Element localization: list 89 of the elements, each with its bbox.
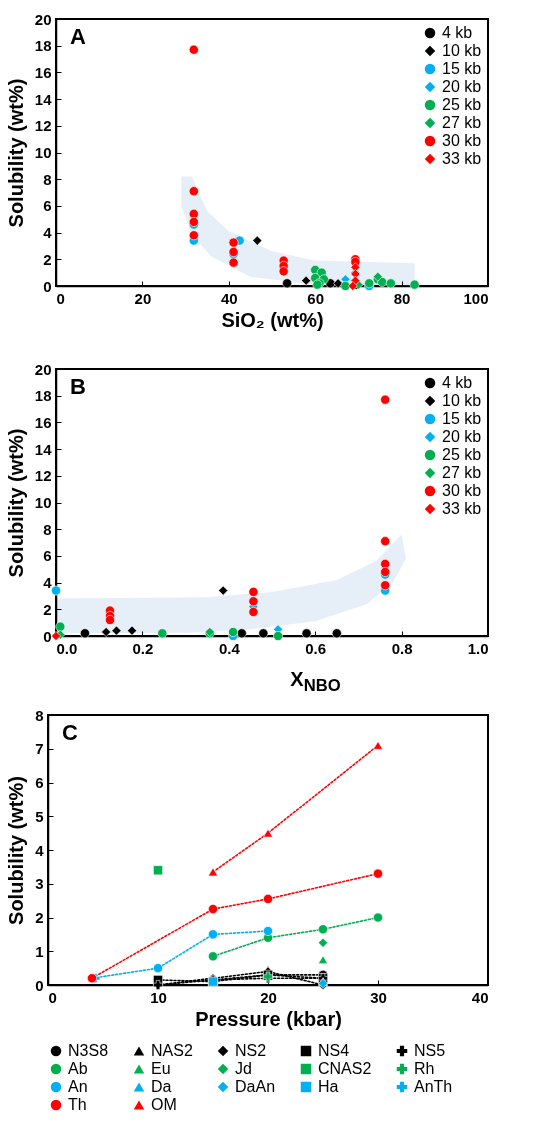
x-tick-label: 100 [463, 289, 489, 307]
legend-label: 10 kb [442, 42, 482, 59]
legend-label: 20 kb [442, 428, 482, 445]
y-tick-label: 2 [43, 250, 52, 268]
legend-label: 4 kb [442, 374, 473, 391]
legend-label: NS4 [318, 1042, 350, 1059]
legend-label: 25 kb [442, 446, 482, 463]
x-tick-label: 40 [471, 988, 489, 1006]
y-tick-label: 20 [34, 360, 52, 378]
y-tick-label: 18 [34, 37, 52, 55]
y-tick-label: 0 [43, 627, 52, 645]
x-tick-label: 80 [393, 289, 411, 307]
legend-label: Eu [151, 1060, 171, 1077]
y-tick-label: 12 [34, 467, 52, 485]
annotation: A [70, 24, 86, 49]
x-tick-label: 40 [220, 289, 238, 307]
y-tick-label: 6 [43, 547, 52, 565]
x-tick-label: 30 [370, 988, 387, 1006]
y-tick-label: 4 [43, 224, 53, 242]
y-tick-label: 0 [43, 277, 52, 295]
x-tick-label: 0.4 [218, 639, 241, 657]
y-tick-label: 12 [34, 117, 52, 135]
legend-label: Rh [414, 1060, 435, 1077]
y-tick-label: 18 [34, 387, 52, 405]
legend-label: Jd [235, 1060, 252, 1077]
legend-label: Th [68, 1096, 87, 1113]
legend-label: 15 kb [442, 60, 482, 77]
y-tick-label: 6 [43, 197, 52, 215]
y-tick-label: 5 [35, 807, 44, 825]
y-tick-label: 4 [43, 574, 53, 592]
y-axis-title: Solubility (wt%) [5, 776, 28, 925]
legend-label: 30 kb [442, 482, 482, 499]
y-tick-label: 10 [34, 144, 52, 161]
y-tick-label: 6 [35, 774, 44, 791]
annotation: C [62, 720, 78, 745]
x-tick-label: 0.2 [132, 639, 154, 657]
x-tick-label: 20 [134, 289, 152, 307]
legend-label: 33 kb [442, 500, 482, 517]
legend-label: 25 kb [442, 96, 482, 113]
legend-label: An [68, 1078, 88, 1095]
y-tick-label: 14 [34, 440, 53, 458]
legend-label: 30 kb [442, 132, 482, 149]
legend-label: NAS2 [151, 1042, 193, 1059]
y-tick-label: 4 [35, 841, 45, 859]
y-tick-label: 14 [34, 90, 53, 108]
legend-label: 33 kb [442, 150, 482, 167]
legend-label: N3S8 [68, 1042, 109, 1059]
x-tick-label: 0.0 [56, 639, 78, 657]
y-tick-label: 0 [35, 976, 44, 994]
legend-label: 27 kb [442, 464, 482, 481]
x-tick-label: 1.0 [467, 639, 489, 657]
y-tick-label: 16 [34, 413, 52, 431]
y-tick-label: 1 [35, 942, 44, 960]
annotation: B [70, 374, 86, 399]
y-tick-label: 8 [43, 170, 52, 188]
legend-label: CNAS2 [318, 1060, 372, 1077]
x-tick-label: 0 [56, 289, 65, 307]
y-tick-label: 16 [34, 63, 52, 81]
y-tick-label: 8 [43, 520, 52, 538]
x-tick-label: 60 [307, 289, 325, 307]
legend-label: 20 kb [442, 78, 482, 95]
legend-label: 4 kb [442, 24, 473, 41]
legend-label: Ha [318, 1078, 339, 1095]
x-axis-title: X$_{NBO}$ [289, 668, 342, 696]
y-tick-label: 10 [34, 494, 52, 511]
x-tick-label: 0.6 [305, 639, 327, 657]
legend-label: 15 kb [442, 410, 482, 427]
legend-label: NS2 [235, 1042, 267, 1059]
x-tick-label: 0.8 [391, 639, 413, 657]
legend-label: AnTh [414, 1078, 453, 1095]
y-axis-title: Solubility (wt%) [4, 428, 27, 578]
legend-label: Da [151, 1078, 172, 1095]
legend-label: Ab [68, 1060, 88, 1077]
y-tick-label: 8 [35, 706, 44, 724]
y-tick-label: 3 [35, 875, 44, 893]
y-tick-label: 2 [35, 909, 44, 926]
y-axis-title: Solubility (wt%) [4, 78, 27, 228]
y-tick-label: 7 [35, 740, 44, 758]
legend-label: DaAn [235, 1078, 276, 1095]
x-axis-title: SiO₂ (wt%) [221, 308, 324, 331]
x-tick-label: 20 [260, 988, 277, 1006]
legend-label: 27 kb [442, 114, 482, 131]
legend-label: NS5 [414, 1042, 446, 1059]
x-axis-title: Pressure (kbar) [195, 1007, 342, 1030]
y-tick-label: 20 [34, 10, 52, 28]
legend-label: 10 kb [442, 392, 482, 409]
legend-label: OM [151, 1096, 177, 1113]
y-tick-label: 2 [43, 600, 52, 618]
x-tick-label: 10 [150, 988, 167, 1006]
